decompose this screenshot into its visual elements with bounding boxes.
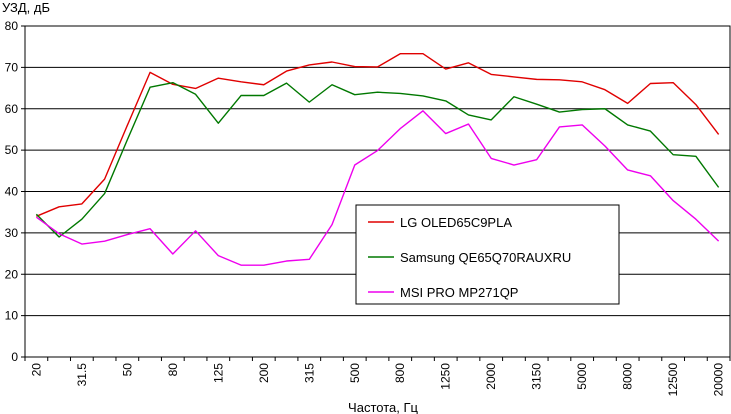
y-tick-label: 10 bbox=[5, 309, 19, 323]
x-tick-label: 80 bbox=[166, 363, 180, 377]
series-line-lg-oled65c9pla bbox=[36, 53, 720, 217]
series-line-samsung-qe65q70rauxru bbox=[35, 81, 720, 238]
y-tick-label: 50 bbox=[5, 143, 19, 157]
y-tick-label: 0 bbox=[11, 350, 18, 364]
x-tick-label: 31.5 bbox=[75, 363, 89, 387]
x-tick-label: 315 bbox=[302, 363, 316, 383]
legend-label: MSI PRO MP271QP bbox=[400, 285, 518, 300]
x-axis-title: Частота, Гц bbox=[348, 400, 418, 414]
y-tick-label: 70 bbox=[5, 60, 19, 74]
legend-label: Samsung QE65Q70RAUXRU bbox=[400, 250, 571, 265]
legend-label: LG OLED65C9PLA bbox=[400, 215, 512, 230]
x-tick-label: 20000 bbox=[712, 363, 726, 397]
x-tick-label: 50 bbox=[120, 363, 134, 377]
x-tick-label: 1250 bbox=[439, 363, 453, 390]
series-line-msi-pro-mp271qp bbox=[35, 110, 720, 266]
y-tick-label: 20 bbox=[5, 267, 19, 281]
legend-box bbox=[355, 204, 620, 305]
x-axis: 20 31.5 50 80 125 200 315 500 800 1250 2000 3150 500… bbox=[24, 357, 731, 397]
y-tick-label: 80 bbox=[5, 19, 19, 33]
y-axis-title: УЗД, дБ bbox=[2, 0, 50, 15]
x-tick-label: 20 bbox=[29, 363, 43, 377]
x-tick-label: 3150 bbox=[530, 363, 544, 390]
legend: LG OLED65C9PLA Samsung QE65Q70RAUXRU MSI P… bbox=[355, 204, 620, 305]
y-axis: 0 10 20 30 40 50 60 70 80 bbox=[5, 19, 25, 364]
x-tick-label: 5000 bbox=[575, 363, 589, 390]
x-tick-label: 200 bbox=[257, 363, 271, 383]
x-tick-label: 800 bbox=[393, 363, 407, 383]
x-tick-label: 2000 bbox=[484, 363, 498, 390]
x-tick-label: 500 bbox=[348, 363, 362, 383]
series-layer bbox=[35, 53, 720, 266]
y-tick-label: 30 bbox=[5, 226, 19, 240]
x-tick-label: 125 bbox=[211, 363, 225, 383]
x-tick-label: 8000 bbox=[621, 363, 635, 390]
y-tick-label: 40 bbox=[5, 185, 19, 199]
x-tick-label: 12500 bbox=[666, 363, 680, 397]
y-tick-label: 60 bbox=[5, 102, 19, 116]
